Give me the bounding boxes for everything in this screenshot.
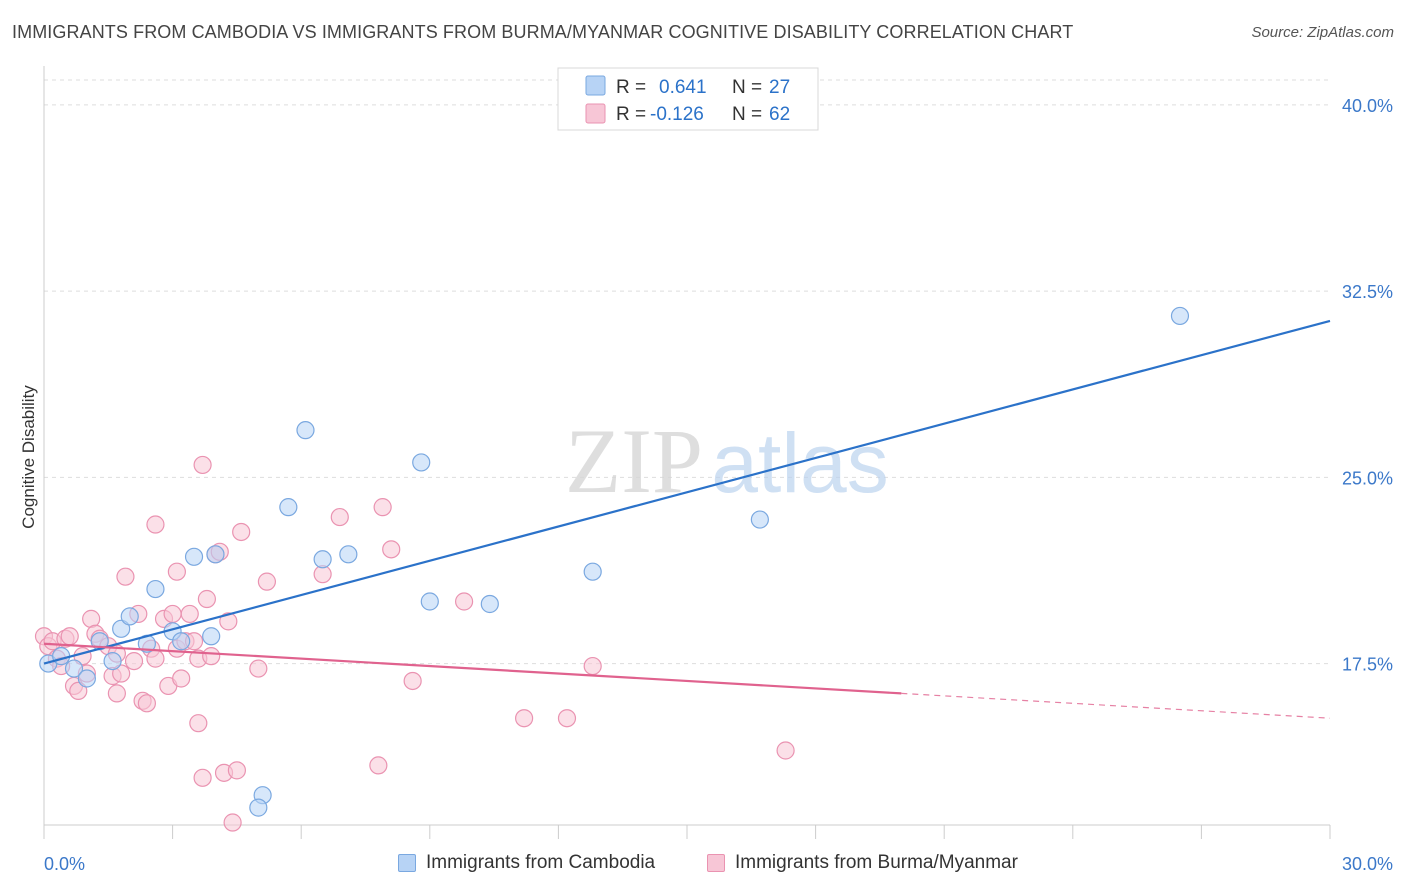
- stats-n-label-cambodia: N =: [732, 77, 762, 98]
- data-point-cambodia: [313, 550, 332, 569]
- data-point-burma: [227, 761, 246, 780]
- data-point-cambodia: [296, 421, 315, 440]
- data-point-burma: [223, 813, 242, 832]
- source-credit: Source: ZipAtlas.com: [1251, 24, 1394, 41]
- data-point-burma: [69, 681, 88, 701]
- y-tick-label: 17.5%: [1342, 655, 1393, 675]
- data-point-burma: [137, 694, 156, 713]
- legend-label-cambodia: Immigrants from Cambodia: [426, 852, 656, 873]
- data-point-burma: [180, 604, 199, 624]
- stats-legend: R = 0.641 N = 27 R = -0.126 N = 62: [557, 67, 819, 131]
- trend-lines: [43, 319, 1331, 719]
- data-point-burma: [197, 589, 216, 609]
- legend-item-burma: Immigrants from Burma/Myanmar: [707, 852, 1018, 874]
- data-point-burma: [454, 592, 474, 611]
- data-point-burma: [163, 604, 182, 624]
- stats-legend-swatch-burma: [585, 103, 606, 124]
- data-point-burma: [369, 756, 388, 775]
- tick-labels: 17.5% 25.0% 32.5% 40.0% 0.0% 30.0%: [44, 96, 1393, 874]
- data-point-burma: [219, 612, 238, 631]
- data-point-burma: [107, 684, 126, 703]
- stats-r-label-cambodia: R =: [616, 77, 646, 98]
- x-tick-label: 30.0%: [1342, 854, 1393, 874]
- watermark: ZIP atlas: [565, 410, 889, 512]
- y-tick-label: 40.0%: [1342, 96, 1393, 116]
- trend-line-extension-burma: [901, 692, 1331, 719]
- data-point-cambodia: [64, 659, 84, 678]
- data-point-cambodia: [279, 498, 298, 517]
- data-point-burma: [382, 540, 401, 559]
- data-point-burma: [146, 515, 165, 534]
- data-point-burma: [172, 669, 191, 688]
- data-point-burma: [60, 627, 79, 646]
- data-point-burma: [776, 741, 795, 760]
- data-point-burma: [116, 567, 135, 586]
- data-point-burma: [257, 572, 277, 591]
- data-point-burma: [373, 498, 392, 517]
- y-tick-label: 32.5%: [1342, 282, 1393, 302]
- data-point-cambodia: [172, 632, 191, 651]
- data-point-burma: [232, 522, 251, 542]
- legend-swatch-cambodia: [398, 854, 416, 872]
- data-point-burma: [82, 609, 101, 628]
- data-point-cambodia: [77, 669, 96, 688]
- stats-n-value-cambodia: 27: [769, 77, 790, 98]
- y-tick-label: 25.0%: [1342, 468, 1393, 488]
- data-point-cambodia: [184, 547, 204, 566]
- chart-title: IMMIGRANTS FROM CAMBODIA VS IMMIGRANTS F…: [12, 22, 1074, 42]
- data-point-cambodia: [249, 798, 268, 817]
- data-point-cambodia: [750, 510, 769, 529]
- data-point-burma: [403, 671, 422, 691]
- data-point-cambodia: [480, 594, 499, 614]
- data-point-burma: [583, 656, 602, 676]
- data-point-burma: [515, 709, 534, 728]
- data-point-cambodia: [103, 651, 122, 671]
- watermark-zip: ZIP: [565, 410, 703, 512]
- data-point-cambodia: [52, 647, 71, 666]
- data-point-burma: [193, 455, 212, 475]
- data-point-burma: [202, 647, 221, 666]
- stats-legend-swatch-cambodia: [585, 75, 606, 96]
- data-point-cambodia: [583, 562, 602, 581]
- data-point-cambodia: [420, 592, 439, 611]
- trend-line-burma: [43, 642, 902, 695]
- stats-r-value-cambodia: 0.641: [659, 77, 707, 98]
- legend-item-cambodia: Immigrants from Cambodia: [398, 852, 655, 874]
- legend-swatch-burma: [707, 854, 725, 872]
- data-point-cambodia: [339, 545, 358, 564]
- stats-n-value-burma: 62: [769, 104, 790, 125]
- series-legend: Immigrants from Cambodia Immigrants from…: [0, 850, 1406, 880]
- data-point-burma: [167, 562, 186, 581]
- data-point-burma: [249, 659, 268, 678]
- axes: [43, 66, 1331, 839]
- data-point-burma: [146, 649, 165, 668]
- stats-r-label-burma: R =: [616, 104, 646, 125]
- stats-r-value-burma: -0.126: [650, 104, 704, 125]
- data-point-burma: [112, 664, 131, 683]
- y-axis-label: Cognitive Disability: [19, 385, 38, 529]
- data-point-cambodia: [1170, 306, 1190, 326]
- data-point-cambodia: [202, 627, 221, 646]
- x-tick-label: 0.0%: [44, 854, 85, 874]
- legend-label-burma: Immigrants from Burma/Myanmar: [735, 852, 1018, 873]
- data-point-cambodia: [412, 453, 431, 472]
- data-point-cambodia: [146, 579, 165, 599]
- data-points: [34, 306, 1190, 832]
- trend-line-cambodia: [43, 319, 1331, 665]
- data-point-burma: [330, 507, 349, 527]
- data-point-burma: [193, 768, 212, 787]
- data-point-cambodia: [120, 607, 139, 626]
- data-point-cambodia: [112, 619, 131, 638]
- data-point-burma: [557, 709, 577, 728]
- stats-n-label-burma: N =: [732, 104, 762, 125]
- data-point-burma: [124, 651, 144, 671]
- data-point-cambodia: [206, 545, 225, 564]
- data-point-burma: [189, 714, 208, 733]
